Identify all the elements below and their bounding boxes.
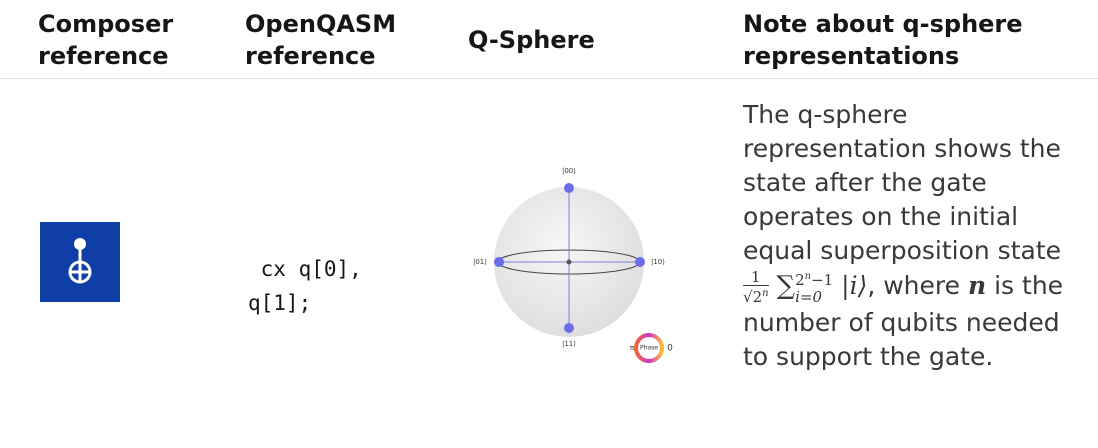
header: Note about q-sphere representations: [743, 10, 1023, 70]
phase-label: π: [630, 344, 635, 352]
header: Q-Sphere: [468, 26, 595, 54]
header: OpenQASM reference: [245, 10, 397, 70]
sum: ∑: [776, 271, 796, 301]
base: 2: [752, 288, 763, 306]
code: cx q[0], q[1];: [248, 257, 375, 315]
note-text: , where: [867, 271, 961, 300]
divider: [0, 78, 1098, 79]
upper: n: [804, 271, 812, 282]
q-sphere: |00⟩ |01⟩ |10⟩ |11⟩ π Phase 0: [473, 167, 673, 363]
cnot-icon: [40, 222, 120, 302]
exponent: n: [762, 288, 769, 299]
radical: √: [743, 288, 753, 306]
fraction: 1 √2n: [743, 269, 769, 305]
note: The q-sphere representation shows the st…: [743, 98, 1083, 374]
upper: −1: [811, 271, 834, 289]
state-label: |11⟩: [562, 340, 576, 348]
state-label: |01⟩: [473, 258, 487, 266]
lower: i=0: [795, 288, 822, 306]
upper: 2: [795, 271, 805, 289]
numerator: 1: [751, 268, 761, 286]
header: Composer reference: [38, 10, 174, 70]
ket: |i⟩: [841, 271, 868, 300]
limits: 2n−1 i=0: [795, 268, 833, 306]
variable: n: [967, 271, 987, 300]
note-text: The q-sphere representation shows the st…: [743, 100, 1062, 265]
note-text: is the number of qubits needed to suppor…: [743, 271, 1064, 371]
state-label: |10⟩: [651, 258, 665, 266]
state-label: |00⟩: [562, 167, 576, 175]
phase-label: 0: [667, 344, 673, 354]
phase-label: Phase: [640, 345, 658, 352]
